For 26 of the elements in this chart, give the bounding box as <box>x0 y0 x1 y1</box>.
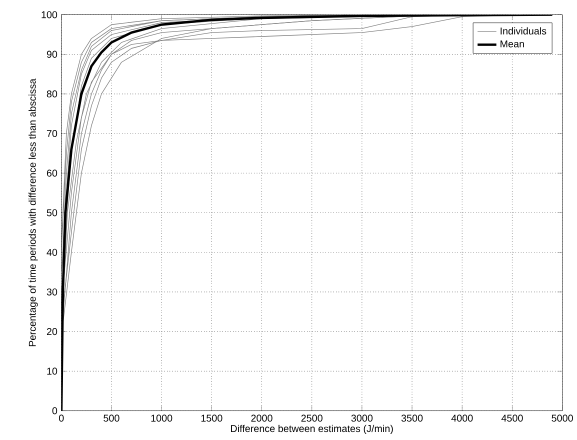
x-tick-label: 1000 <box>151 414 172 422</box>
x-tick-label: 4500 <box>501 414 523 422</box>
y-tick-label: 30 <box>46 288 58 296</box>
x-tick-label: 4000 <box>451 414 473 422</box>
y-tick-label: 60 <box>46 170 58 177</box>
x-tick-label: 0 <box>58 414 64 422</box>
y-tick-label: 80 <box>46 90 58 98</box>
x-tick-label: 5000 <box>552 414 573 422</box>
x-tick-label: 500 <box>104 414 120 422</box>
legend-label: Mean <box>500 40 524 48</box>
y-tick-label: 40 <box>46 249 58 256</box>
x-tick-label: 1500 <box>201 414 222 422</box>
y-tick-label: 100 <box>42 11 58 18</box>
y-tick-label: 20 <box>46 328 58 336</box>
legend-label: Individuals <box>500 27 546 35</box>
x-tick-label: 2500 <box>301 414 322 422</box>
y-tick-label: 90 <box>46 51 58 58</box>
y-tick-label: 0 <box>52 407 58 414</box>
y-tick-label: 10 <box>47 368 58 375</box>
x-tick-label: 2000 <box>251 414 272 422</box>
x-tick-label: 3500 <box>401 414 423 422</box>
x-axis-title: Difference between estimates (J/min) <box>231 425 393 434</box>
y-tick-label: 70 <box>46 130 58 138</box>
y-axis-title: Percentage of time periods with difference less than abscissa <box>28 78 38 346</box>
y-tick-label: 50 <box>46 209 58 216</box>
x-tick-label: 3000 <box>351 414 373 422</box>
